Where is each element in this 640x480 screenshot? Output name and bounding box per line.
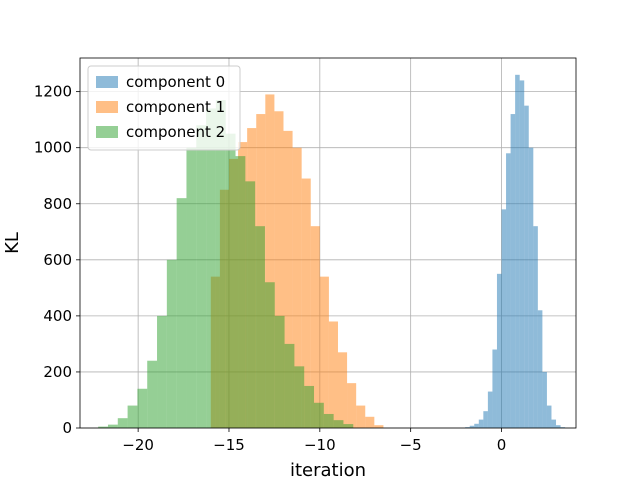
histogram-bar	[337, 352, 348, 428]
histogram-bar	[284, 343, 295, 428]
histogram-bar	[365, 416, 375, 428]
histogram-bar	[469, 425, 475, 428]
histogram-bar	[492, 349, 497, 428]
legend: component 0 component 1 component 2	[87, 65, 241, 151]
histogram-bar	[292, 147, 302, 429]
histogram-bar	[147, 360, 158, 428]
histogram-bar	[465, 427, 470, 428]
histogram-bar	[265, 94, 275, 428]
histogram-bar	[478, 419, 484, 428]
histogram-bar	[274, 111, 284, 429]
histogram-bar	[245, 181, 256, 428]
histogram-bar	[524, 105, 529, 428]
histogram-bar	[551, 419, 557, 428]
y-tick-label: 1200	[34, 83, 72, 101]
y-tick-label: 0	[62, 419, 72, 437]
histogram-bar	[343, 424, 354, 428]
histogram-bar	[98, 426, 108, 428]
legend-swatch	[96, 126, 118, 138]
y-tick-label: 800	[43, 195, 72, 213]
histogram-bar	[107, 424, 118, 428]
y-tick-label: 400	[43, 307, 72, 325]
histogram-bar	[157, 315, 167, 428]
histogram-bar	[328, 321, 338, 428]
legend-label: component 0	[126, 73, 225, 91]
histogram-bar	[333, 420, 344, 428]
histogram-bar	[314, 402, 324, 428]
plot-frame	[79, 57, 577, 429]
legend-label: component 2	[126, 123, 225, 141]
y-tick-label: 1000	[34, 139, 72, 157]
histogram-bar	[560, 427, 566, 428]
histogram-bar	[127, 405, 138, 428]
histogram-bar	[206, 108, 216, 429]
legend-box	[87, 65, 241, 151]
histogram-bar	[542, 371, 547, 428]
histogram-bar	[166, 259, 177, 428]
histogram-bar	[510, 114, 516, 428]
histogram-bar	[225, 133, 236, 428]
histogram-bar	[264, 282, 275, 428]
histogram-bar	[483, 411, 488, 428]
histogram-bar	[506, 153, 511, 428]
histogram-bar	[301, 178, 311, 428]
histogram-bar	[501, 209, 507, 428]
histogram-bar	[117, 418, 128, 428]
histogram-bar	[528, 147, 534, 429]
axis-ticks: −20 −15 −10 −5 0 0 200 400 600 800 1000 1200	[34, 83, 506, 454]
histogram-bar	[496, 273, 502, 428]
histogram-bar	[374, 425, 384, 428]
histogram-bar	[537, 310, 543, 428]
histogram-bar	[310, 226, 320, 428]
x-axis-label: iteration	[290, 460, 366, 480]
y-tick-label: 200	[43, 363, 72, 381]
histogram-bar	[235, 156, 246, 428]
histogram-bar	[556, 425, 561, 428]
histogram-bar	[304, 385, 315, 428]
histogram-bar	[186, 147, 197, 429]
x-tick-label: −5	[400, 436, 422, 454]
histogram-bar	[546, 405, 552, 428]
histogram-bar	[215, 100, 226, 428]
x-tick-label: 0	[497, 436, 507, 454]
x-tick-label: −10	[304, 436, 336, 454]
histogram-bar	[176, 198, 187, 428]
x-tick-label: −20	[122, 436, 154, 454]
histogram-bar	[196, 125, 207, 428]
histogram-bar	[356, 405, 366, 428]
y-axis-label: KL	[2, 232, 23, 254]
histogram-bar	[519, 80, 525, 428]
histogram-bars	[98, 74, 566, 429]
histogram-bar	[319, 276, 329, 428]
y-tick-label: 600	[43, 251, 72, 269]
histogram-bar	[515, 74, 520, 429]
histogram-bar	[274, 315, 285, 428]
histogram-bar	[474, 423, 479, 428]
histogram-bar	[294, 366, 305, 428]
histogram-bar	[323, 413, 334, 428]
legend-label: component 1	[126, 98, 225, 116]
histogram-bar	[533, 226, 538, 428]
histogram-bar	[137, 388, 148, 428]
legend-swatch	[96, 76, 118, 88]
histogram-bar	[255, 226, 265, 428]
histogram-bar	[487, 391, 493, 428]
histogram-bar	[347, 383, 357, 428]
x-tick-label: −15	[213, 436, 245, 454]
histogram-bar	[283, 130, 293, 428]
legend-swatch	[96, 101, 118, 113]
